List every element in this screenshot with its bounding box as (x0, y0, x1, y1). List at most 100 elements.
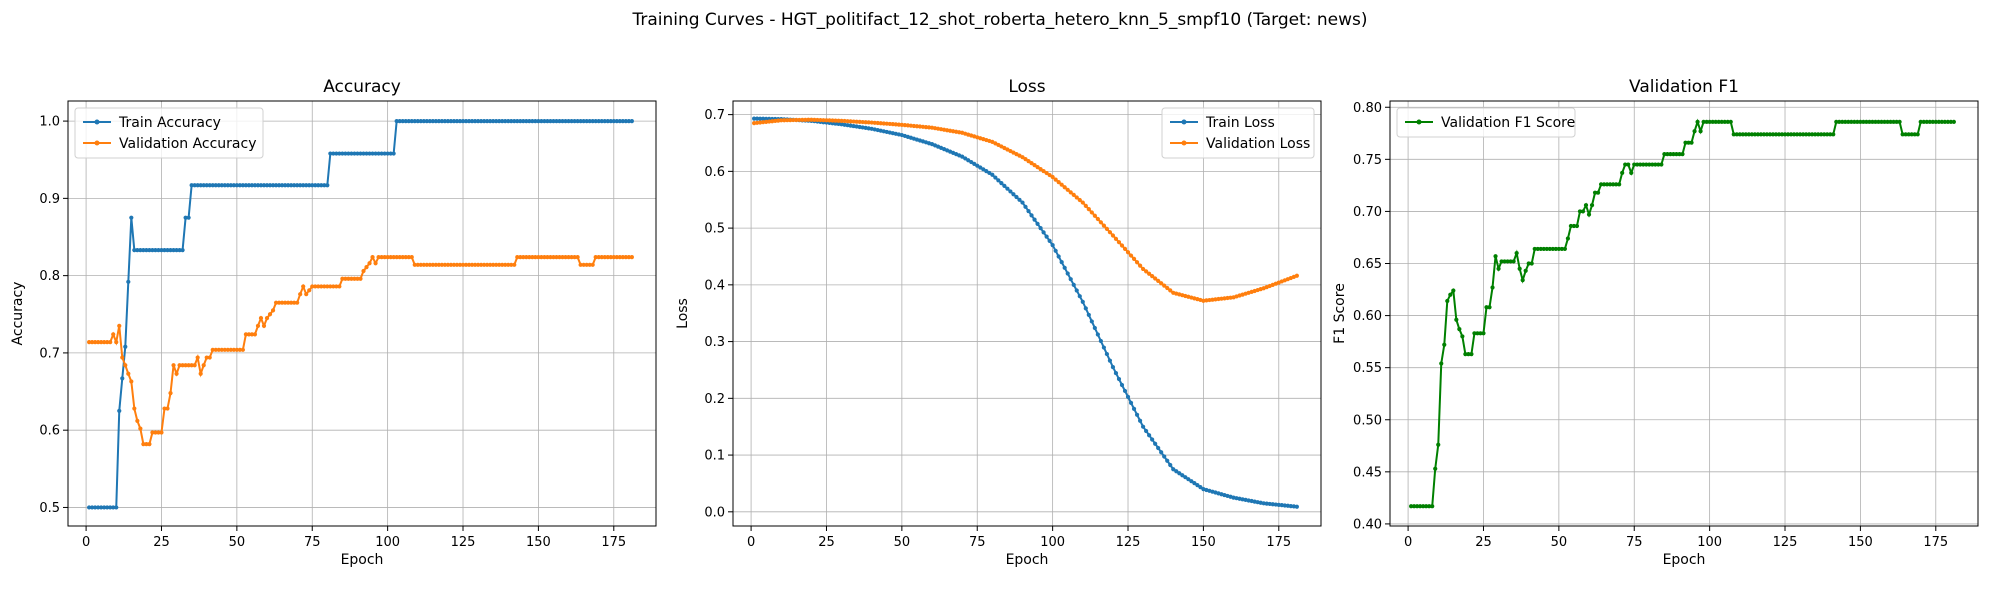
chart-accuracy-train-accuracy-marker (225, 183, 230, 188)
chart-loss-validation-loss-marker (1098, 220, 1103, 225)
chart-loss-train-loss-marker (1017, 197, 1022, 202)
chart-validation-f1-validation-f1-score-marker (1617, 182, 1622, 187)
chart-accuracy-train-accuracy-marker (542, 118, 547, 124)
chart-accuracy-validation-accuracy-marker (560, 254, 565, 260)
chart-accuracy-validation-accuracy-marker (469, 262, 475, 267)
chart-accuracy-ytick-label: 0.5 (39, 501, 60, 516)
chart-accuracy-validation-accuracy-marker (479, 262, 484, 267)
chart-accuracy-train-accuracy-marker (527, 118, 532, 124)
chart-accuracy-train-accuracy-marker (147, 248, 152, 253)
chart-validation-f1-validation-f1-score-marker (1418, 504, 1423, 509)
chart-loss-train-loss-marker (993, 175, 998, 180)
chart-accuracy-validation-accuracy-marker (611, 254, 616, 260)
chart-validation-f1-validation-f1-score-marker (1662, 152, 1667, 157)
chart-validation-f1-validation-f1-score-marker (1481, 331, 1486, 336)
chart-accuracy-validation-accuracy-marker (460, 262, 466, 267)
chart-accuracy-ytick-label: 0.7 (39, 346, 60, 361)
chart-validation-f1-validation-f1-score-marker (1665, 152, 1670, 157)
chart-loss-validation-loss-marker (1086, 207, 1091, 212)
chart-loss-validation-loss-marker (869, 120, 874, 125)
chart-accuracy-train-accuracy-marker (466, 118, 472, 124)
chart-accuracy-train-accuracy-marker (138, 248, 143, 253)
chart-loss-validation-loss-marker (884, 121, 889, 126)
chart-validation-f1-validation-f1-score-marker (1611, 182, 1616, 187)
chart-validation-f1-validation-f1-score-marker (1782, 132, 1788, 137)
chart-loss-validation-loss-marker (1050, 174, 1055, 180)
chart-loss-validation-loss-marker (1168, 288, 1173, 293)
chart-accuracy-train-accuracy-marker (316, 183, 321, 188)
chart-validation-f1-validation-f1-score-marker (1499, 259, 1504, 264)
chart-loss-validation-loss-marker (893, 122, 898, 127)
chart-validation-f1-validation-f1-score-marker (1852, 119, 1857, 124)
chart-validation-f1-validation-f1-score-marker (1436, 442, 1441, 447)
chart-accuracy-validation-accuracy-marker (367, 261, 372, 266)
chart-accuracy-validation-accuracy-marker (316, 284, 321, 289)
chart-loss-train-loss-marker (1104, 351, 1110, 357)
chart-accuracy-validation-accuracy-marker (358, 276, 363, 281)
chart-accuracy-validation-accuracy-marker (406, 254, 411, 260)
chart-accuracy-train-accuracy-marker (243, 183, 249, 188)
chart-validation-f1-validation-f1-score-marker (1719, 119, 1724, 124)
chart-accuracy-validation-accuracy-marker (472, 262, 478, 267)
chart-validation-f1-validation-f1-score-marker (1906, 132, 1911, 137)
chart-loss-train-loss-marker (755, 116, 760, 121)
chart-accuracy-train-accuracy-marker (605, 118, 610, 124)
chart-loss-validation-loss-marker (839, 118, 844, 123)
chart-accuracy-train-accuracy-marker (608, 118, 613, 124)
chart-loss-validation-loss-marker (1144, 269, 1149, 274)
chart-accuracy-train-accuracy-legend-marker (94, 119, 100, 125)
chart-validation-f1-validation-f1-score-marker (1586, 212, 1592, 217)
chart-validation-f1-validation-f1-score-marker (1843, 119, 1848, 124)
chart-loss-validation-loss-marker (878, 121, 883, 126)
chart-loss-validation-loss-marker (1156, 278, 1161, 283)
chart-loss-train-loss-marker (1080, 299, 1085, 304)
chart-accuracy-train-accuracy-marker (289, 183, 294, 188)
chart-accuracy-validation-accuracy-marker (566, 254, 571, 260)
chart-accuracy-train-accuracy-marker (337, 151, 342, 156)
chart-accuracy-train-accuracy-marker (234, 183, 239, 188)
chart-accuracy-train-accuracy-marker (325, 183, 330, 188)
chart-accuracy-train-accuracy-marker (388, 151, 393, 156)
chart-loss-ytick-label: 0.6 (704, 165, 725, 180)
chart-accuracy-train-accuracy-marker (135, 248, 140, 253)
chart-validation-f1-validation-f1-score-marker (1927, 119, 1932, 124)
chart-accuracy-validation-accuracy-marker (90, 339, 95, 345)
chart-loss-train-loss-marker (1008, 189, 1013, 194)
chart-loss-train-loss-marker (1098, 338, 1103, 344)
chart-accuracy-ytick-label: 0.6 (39, 424, 60, 439)
chart-loss-validation-loss-marker (890, 122, 895, 127)
chart-loss-validation-loss-marker (911, 123, 917, 129)
chart-validation-f1-validation-f1-score-marker (1834, 119, 1839, 124)
chart-accuracy-validation-accuracy-marker (162, 406, 167, 411)
chart-validation-f1-ytick-label: 0.40 (1353, 517, 1382, 532)
chart-accuracy-train-accuracy-marker (159, 248, 164, 253)
chart-loss-validation-loss-marker (818, 117, 823, 123)
chart-accuracy-train-accuracy-marker (346, 151, 351, 156)
chart-accuracy-validation-accuracy-marker (252, 332, 258, 337)
chart-accuracy-train-accuracy-marker (506, 118, 511, 124)
chart-validation-f1-validation-f1-score-marker (1448, 292, 1453, 297)
chart-validation-f1-validation-f1-score-marker (1801, 132, 1806, 137)
chart-loss-validation-loss-marker (863, 120, 868, 125)
chart-loss-validation-loss-marker (1162, 283, 1167, 288)
chart-accuracy-validation-accuracy-marker (189, 363, 194, 368)
chart-accuracy-validation-accuracy-marker (463, 262, 469, 267)
chart-validation-f1-validation-f1-score-marker (1487, 305, 1492, 310)
chart-accuracy-validation-accuracy-marker (328, 284, 333, 289)
chart-loss-train-loss-marker (1183, 475, 1188, 480)
chart-loss-validation-loss-marker (1147, 271, 1152, 276)
chart-accuracy-train-accuracy-marker (545, 118, 550, 124)
chart-loss-validation-loss-marker (1056, 180, 1061, 185)
chart-loss-train-loss-marker (1131, 406, 1137, 411)
chart-validation-f1-validation-f1-score-marker (1921, 119, 1926, 124)
chart-accuracy-validation-accuracy-marker (322, 284, 327, 289)
chart-accuracy-validation-accuracy-marker (388, 254, 393, 260)
chart-accuracy-train-accuracy-marker (494, 118, 499, 124)
chart-loss-validation-loss-marker (1077, 197, 1082, 203)
chart-validation-f1-validation-f1-score-marker (1454, 317, 1459, 322)
chart-accuracy-validation-accuracy-marker (198, 371, 203, 376)
chart-loss-validation-loss-marker (1083, 203, 1088, 208)
chart-accuracy-validation-accuracy-marker (370, 254, 375, 260)
chart-loss-legend: Train Loss Validation Loss (1161, 107, 1315, 159)
chart-accuracy-train-accuracy-marker (536, 118, 541, 124)
